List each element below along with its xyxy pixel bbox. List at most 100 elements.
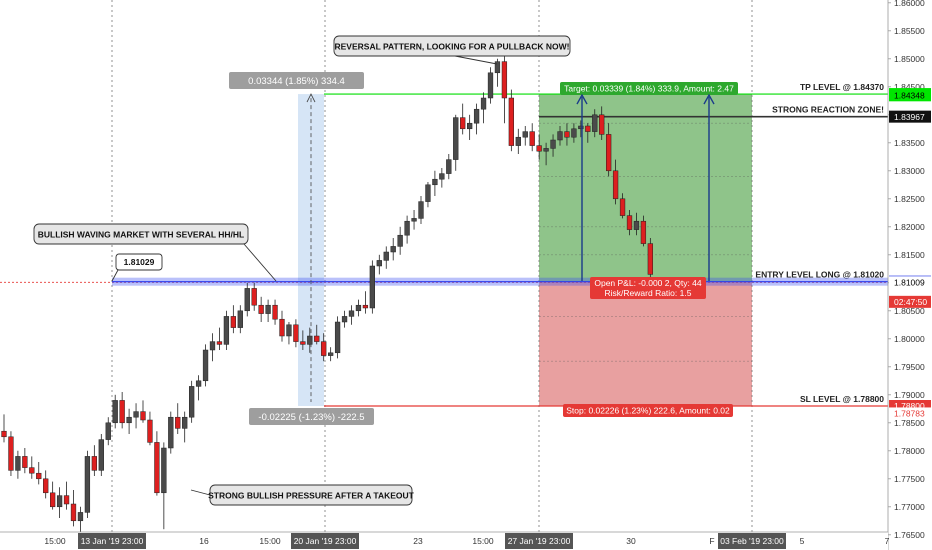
measure-top-label: 0.03344 (1.85%) 334.4: [248, 76, 345, 87]
candle-body[interactable]: [133, 411, 139, 418]
candle-body[interactable]: [175, 416, 181, 429]
candle-body[interactable]: [501, 61, 508, 99]
candle-body[interactable]: [362, 304, 369, 309]
candle-body[interactable]: [209, 341, 216, 351]
candle-body[interactable]: [147, 419, 153, 443]
candle-body[interactable]: [543, 148, 549, 152]
candle-body[interactable]: [633, 220, 640, 230]
candle-body[interactable]: [557, 131, 563, 141]
candle-body[interactable]: [244, 288, 250, 312]
candle-body[interactable]: [300, 341, 306, 345]
candle-body[interactable]: [460, 117, 466, 130]
candle-body[interactable]: [425, 184, 431, 202]
candle-body[interactable]: [439, 173, 445, 180]
candle-body[interactable]: [223, 316, 230, 345]
candle-body[interactable]: [216, 341, 223, 345]
candle-body[interactable]: [529, 131, 535, 146]
candle-body[interactable]: [369, 265, 376, 309]
candle-body[interactable]: [22, 456, 28, 468]
candle-body[interactable]: [15, 456, 21, 471]
price-axis[interactable]: 1.860001.855001.850001.845001.840001.835…: [887, 0, 932, 550]
candle-body[interactable]: [140, 411, 146, 421]
candle-body[interactable]: [202, 349, 209, 382]
candle-body[interactable]: [446, 159, 452, 174]
candle-body[interactable]: [43, 478, 49, 494]
candle-body[interactable]: [105, 422, 111, 440]
candle-body[interactable]: [195, 380, 202, 387]
candle-body[interactable]: [480, 97, 487, 110]
candle-body[interactable]: [112, 400, 118, 424]
candle-body[interactable]: [411, 218, 417, 222]
candle-body[interactable]: [550, 139, 556, 149]
time-axis[interactable]: 15:00 13 Jan '19 23:00 16 15:00 20 Jan '19 2…: [0, 531, 890, 550]
candle-body[interactable]: [418, 201, 424, 219]
candle-body[interactable]: [571, 128, 577, 138]
candle-body[interactable]: [606, 134, 612, 172]
candle-body[interactable]: [161, 447, 167, 494]
candle-body[interactable]: [599, 114, 605, 135]
candle-body[interactable]: [98, 439, 104, 471]
candle-body[interactable]: [251, 288, 257, 306]
candle-body[interactable]: [91, 456, 97, 471]
candle-body[interactable]: [8, 436, 14, 471]
candle-body[interactable]: [286, 324, 292, 337]
candle-body[interactable]: [585, 125, 591, 132]
candle-body[interactable]: [293, 324, 299, 342]
candle-body[interactable]: [515, 136, 521, 146]
candle-body[interactable]: [564, 131, 570, 138]
candle-body[interactable]: [36, 472, 42, 480]
candle-body[interactable]: [397, 234, 403, 247]
candle-body[interactable]: [355, 304, 362, 312]
candle-body[interactable]: [154, 442, 160, 494]
candle-body[interactable]: [50, 492, 56, 508]
candle-body[interactable]: [189, 386, 195, 418]
candle-body[interactable]: [647, 243, 654, 275]
candle-body[interactable]: [29, 467, 35, 474]
candle-body[interactable]: [119, 400, 125, 424]
candle-body[interactable]: [314, 335, 320, 342]
candle-body[interactable]: [321, 341, 327, 356]
candles-layer[interactable]: [1, 53, 654, 532]
time-label: F: [709, 536, 714, 546]
candle-body[interactable]: [230, 316, 236, 328]
candle-body[interactable]: [168, 416, 174, 449]
candle-body[interactable]: [619, 198, 626, 216]
candle-body[interactable]: [508, 97, 515, 146]
candle-body[interactable]: [536, 145, 542, 152]
candle-body[interactable]: [522, 131, 528, 138]
candle-body[interactable]: [237, 310, 243, 328]
candle-body[interactable]: [612, 170, 619, 200]
candle-body[interactable]: [70, 503, 77, 522]
candle-body[interactable]: [473, 108, 480, 124]
candle-body[interactable]: [182, 416, 188, 429]
candle-body[interactable]: [348, 310, 355, 317]
candle-body[interactable]: [126, 416, 132, 424]
candle-body[interactable]: [307, 335, 313, 345]
candle-body[interactable]: [1, 430, 7, 438]
candle-body[interactable]: [640, 220, 647, 244]
candle-body[interactable]: [328, 352, 334, 356]
candle-body[interactable]: [265, 304, 271, 314]
candle-body[interactable]: [578, 125, 584, 130]
candle-body[interactable]: [383, 251, 389, 261]
candle-body[interactable]: [390, 246, 396, 253]
candle-body[interactable]: [494, 61, 501, 74]
candle-body[interactable]: [432, 178, 438, 186]
candle-body[interactable]: [77, 512, 84, 522]
candle-body[interactable]: [487, 72, 494, 99]
candle-body[interactable]: [63, 495, 70, 505]
candle-body[interactable]: [453, 117, 459, 160]
candle-body[interactable]: [258, 304, 264, 314]
candle-body[interactable]: [84, 456, 91, 513]
candle-body[interactable]: [334, 321, 341, 354]
candle-body[interactable]: [56, 495, 63, 508]
candle-body[interactable]: [626, 215, 633, 230]
candle-body[interactable]: [272, 304, 278, 320]
candle-body[interactable]: [376, 260, 382, 267]
candle-body[interactable]: [404, 220, 410, 236]
candle-body[interactable]: [467, 122, 473, 130]
candle-body[interactable]: [341, 316, 348, 323]
candle-body[interactable]: [592, 114, 598, 132]
candle-body[interactable]: [279, 318, 285, 337]
